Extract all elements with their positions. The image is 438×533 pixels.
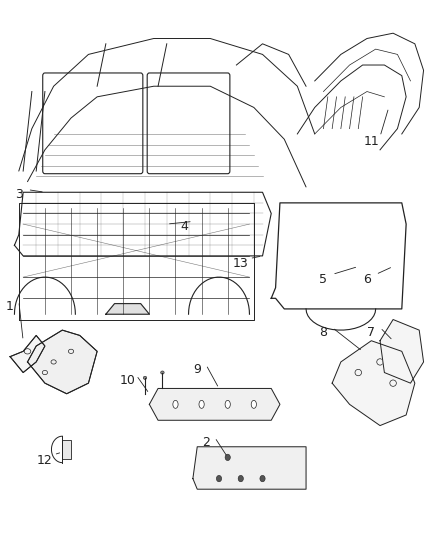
Text: 3: 3 — [15, 189, 23, 201]
Ellipse shape — [143, 376, 147, 379]
Ellipse shape — [173, 400, 178, 408]
Ellipse shape — [260, 475, 265, 482]
Polygon shape — [28, 330, 97, 394]
Ellipse shape — [225, 400, 230, 408]
Text: 5: 5 — [319, 273, 328, 286]
Text: 11: 11 — [364, 135, 379, 148]
Text: 9: 9 — [193, 364, 201, 376]
Bar — [62, 440, 71, 459]
Text: 8: 8 — [319, 326, 328, 340]
Polygon shape — [10, 335, 45, 373]
Ellipse shape — [199, 400, 204, 408]
Polygon shape — [193, 447, 306, 489]
Text: 10: 10 — [120, 374, 135, 387]
Polygon shape — [149, 389, 280, 420]
Text: 2: 2 — [202, 436, 210, 449]
Text: 7: 7 — [367, 326, 375, 340]
Polygon shape — [106, 304, 149, 314]
Polygon shape — [332, 341, 415, 425]
Polygon shape — [380, 319, 424, 383]
Text: 12: 12 — [37, 454, 53, 466]
Text: 4: 4 — [180, 220, 188, 233]
Ellipse shape — [238, 475, 244, 482]
Text: 13: 13 — [233, 257, 249, 270]
Text: 1: 1 — [6, 300, 14, 313]
Ellipse shape — [161, 371, 164, 374]
Ellipse shape — [216, 475, 222, 482]
Ellipse shape — [251, 400, 256, 408]
Ellipse shape — [225, 454, 230, 461]
Text: 6: 6 — [363, 273, 371, 286]
